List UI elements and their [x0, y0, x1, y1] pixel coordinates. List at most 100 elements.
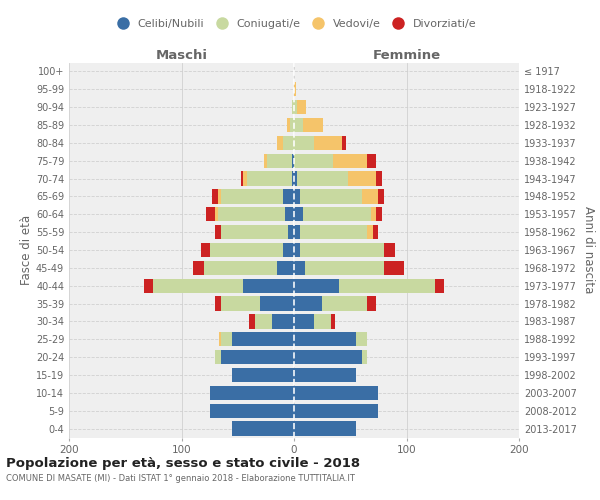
Bar — [294, 332, 356, 346]
Bar — [339, 278, 434, 293]
Bar — [299, 225, 367, 240]
Bar — [232, 332, 294, 346]
Bar — [221, 190, 283, 203]
Bar — [145, 278, 154, 293]
Bar — [343, 136, 346, 150]
Bar — [206, 207, 215, 222]
Bar — [294, 100, 298, 114]
Bar — [356, 332, 367, 346]
Bar — [221, 296, 260, 310]
Bar — [294, 190, 299, 203]
Bar — [287, 118, 290, 132]
Bar — [303, 207, 371, 222]
Bar — [298, 100, 307, 114]
Bar — [361, 350, 367, 364]
Bar — [290, 118, 294, 132]
Bar — [294, 260, 305, 275]
Bar — [271, 314, 294, 328]
Legend: Celibi/Nubili, Coniugati/e, Vedovi/e, Divorziati/e: Celibi/Nubili, Coniugati/e, Vedovi/e, Di… — [112, 20, 476, 30]
Bar — [367, 154, 376, 168]
Bar — [154, 278, 244, 293]
Bar — [244, 172, 247, 185]
Bar — [294, 296, 322, 310]
Bar — [232, 422, 294, 436]
Bar — [314, 314, 331, 328]
Bar — [277, 136, 283, 150]
Bar — [283, 190, 294, 203]
Text: COMUNE DI MASATE (MI) - Dati ISTAT 1° gennaio 2018 - Elaborazione TUTTITALIA.IT: COMUNE DI MASATE (MI) - Dati ISTAT 1° ge… — [6, 474, 355, 483]
Bar — [361, 190, 379, 203]
Bar — [376, 207, 382, 222]
Bar — [218, 332, 221, 346]
Bar — [263, 154, 267, 168]
Bar — [244, 278, 294, 293]
Bar — [298, 172, 348, 185]
Bar — [299, 243, 384, 257]
Bar — [267, 154, 292, 168]
Bar — [285, 207, 294, 222]
Bar — [204, 260, 277, 275]
Bar — [434, 278, 443, 293]
Bar — [283, 243, 294, 257]
Bar — [221, 332, 232, 346]
Bar — [209, 243, 283, 257]
Bar — [209, 404, 294, 418]
Bar — [218, 207, 285, 222]
Bar — [221, 225, 289, 240]
Text: Maschi: Maschi — [155, 48, 208, 62]
Bar — [294, 404, 379, 418]
Bar — [247, 172, 292, 185]
Bar — [384, 243, 395, 257]
Bar — [294, 136, 314, 150]
Bar — [294, 422, 356, 436]
Bar — [314, 136, 343, 150]
Bar — [241, 172, 244, 185]
Bar — [305, 260, 384, 275]
Bar — [294, 350, 361, 364]
Bar — [260, 296, 294, 310]
Bar — [294, 207, 303, 222]
Bar — [193, 260, 204, 275]
Bar — [294, 172, 298, 185]
Bar — [218, 190, 221, 203]
Bar — [200, 243, 209, 257]
Bar — [215, 350, 221, 364]
Bar — [294, 368, 356, 382]
Bar — [283, 136, 294, 150]
Bar — [294, 118, 303, 132]
Bar — [215, 207, 218, 222]
Bar — [221, 350, 294, 364]
Bar — [294, 154, 334, 168]
Bar — [292, 100, 294, 114]
Bar — [292, 172, 294, 185]
Bar — [348, 172, 376, 185]
Text: Femmine: Femmine — [373, 48, 440, 62]
Bar — [373, 225, 379, 240]
Bar — [254, 314, 271, 328]
Y-axis label: Anni di nascita: Anni di nascita — [582, 206, 595, 294]
Bar — [215, 296, 221, 310]
Bar — [277, 260, 294, 275]
Bar — [232, 368, 294, 382]
Bar — [249, 314, 254, 328]
Bar — [303, 118, 323, 132]
Y-axis label: Fasce di età: Fasce di età — [20, 215, 33, 285]
Bar — [294, 278, 339, 293]
Bar — [384, 260, 404, 275]
Bar — [294, 386, 379, 400]
Bar — [209, 386, 294, 400]
Bar — [299, 190, 361, 203]
Bar — [294, 314, 314, 328]
Bar — [334, 154, 367, 168]
Bar — [367, 296, 376, 310]
Bar — [371, 207, 376, 222]
Text: Popolazione per età, sesso e stato civile - 2018: Popolazione per età, sesso e stato civil… — [6, 458, 360, 470]
Bar — [322, 296, 367, 310]
Bar — [294, 243, 299, 257]
Bar — [376, 172, 382, 185]
Bar — [379, 190, 384, 203]
Bar — [212, 190, 218, 203]
Bar — [215, 225, 221, 240]
Bar — [289, 225, 294, 240]
Bar — [294, 225, 299, 240]
